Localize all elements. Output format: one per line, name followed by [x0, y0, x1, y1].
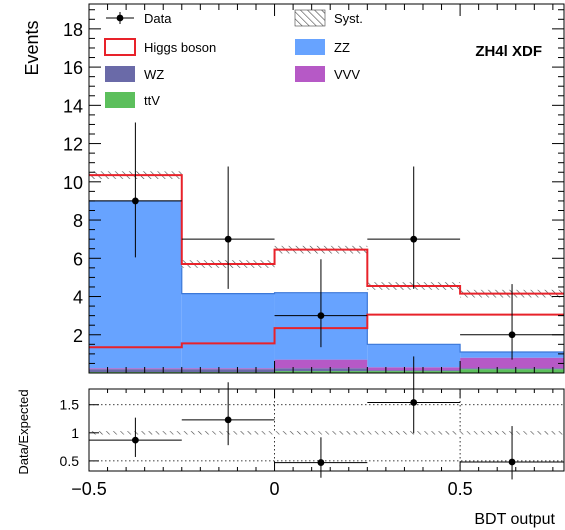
- stack-bar-ttv: [460, 369, 564, 373]
- x-tick-label: −0.5: [71, 479, 107, 499]
- total-expected-line: [89, 174, 564, 295]
- main-panel: 2 4 6 8 10 12 14 16 18: [63, 3, 565, 374]
- legend-higgs-swatch: [104, 38, 136, 56]
- ratio-point: [224, 416, 232, 424]
- legend-label: WZ: [144, 67, 164, 82]
- y-tick-label: 16: [63, 58, 83, 78]
- legend-data-marker: [116, 14, 124, 22]
- ratio-syst-band: [89, 431, 564, 435]
- data-point: [508, 331, 516, 339]
- ratio-panel: 0.5 1 1.5 −0.5 0 0.5: [60, 356, 565, 499]
- legend-swatch: [295, 39, 325, 55]
- stack-bar-zz: [367, 344, 461, 368]
- stack-bar-vvv: [274, 359, 368, 369]
- y-tick-label: 4: [73, 288, 83, 308]
- ratio-frame: [88, 388, 565, 472]
- ratio-point: [410, 399, 418, 406]
- legend-label: Higgs boson: [144, 40, 216, 55]
- data-point: [317, 312, 325, 320]
- stack-bar-wz: [460, 368, 564, 370]
- y-tick-label: 6: [73, 249, 83, 269]
- y-tick-label: 18: [63, 20, 83, 40]
- stack-bar-vvv: [89, 368, 182, 370]
- stack-bar-vvv: [460, 357, 564, 369]
- legend-label: ZZ: [334, 40, 350, 55]
- y-tick-label: 8: [73, 211, 83, 231]
- y-tick-label: 10: [63, 173, 83, 193]
- ratio-point: [131, 436, 139, 444]
- data-point: [131, 197, 139, 205]
- stack-bar-wz: [274, 368, 368, 372]
- legend: Data Syst. Higgs boson ZZ WZ VVV ttV: [104, 9, 363, 108]
- higgs-boson-line: [89, 313, 564, 349]
- stack-bar-ttv: [274, 371, 368, 373]
- legend-entry-zz: ZZ: [295, 39, 350, 55]
- stack-bar-wz: [181, 369, 275, 373]
- stack-bar-wz: [89, 369, 182, 373]
- legend-label: Syst.: [334, 11, 363, 26]
- legend-label: ttV: [144, 93, 160, 108]
- data-point: [224, 235, 232, 243]
- ratio-y-axis-label: Data/Expected: [16, 389, 31, 474]
- legend-swatch: [295, 66, 325, 82]
- legend-entry-data: Data: [106, 11, 172, 26]
- y-tick-label: 14: [63, 96, 83, 116]
- y-tick-label: 2: [73, 326, 83, 346]
- stack-bar-vvv: [181, 368, 275, 370]
- x-tick-label: 0: [270, 479, 280, 499]
- x-axis-label: BDT output: [474, 511, 555, 528]
- main-frame: [88, 3, 565, 374]
- annotation: ZH4l XDF: [475, 43, 542, 60]
- x-tick-label: 0.5: [448, 479, 473, 499]
- y-axis-label: Events: [22, 20, 42, 75]
- legend-syst-swatch: [294, 9, 326, 27]
- legend-entry-wz: WZ: [105, 66, 164, 82]
- legend-entry-ttv: ttV: [105, 92, 160, 108]
- ratio-y-tick-label: 1: [71, 425, 79, 441]
- legend-label: VVV: [334, 67, 360, 82]
- legend-swatch: [105, 92, 135, 108]
- ratio-point: [317, 459, 325, 466]
- y-tick-label: 12: [63, 135, 83, 155]
- legend-entry-syst-: Syst.: [294, 9, 363, 27]
- ratio-point: [508, 458, 516, 466]
- ratio-y-tick-label: 0.5: [60, 453, 80, 469]
- legend-entry-vvv: VVV: [295, 66, 360, 82]
- stack-bar-zz: [181, 293, 275, 369]
- data-point: [410, 235, 418, 243]
- legend-entry-higgs-boson: Higgs boson: [104, 38, 216, 56]
- legend-swatch: [105, 66, 135, 82]
- ratio-y-tick-label: 1.5: [60, 397, 80, 413]
- legend-label: Data: [144, 11, 172, 26]
